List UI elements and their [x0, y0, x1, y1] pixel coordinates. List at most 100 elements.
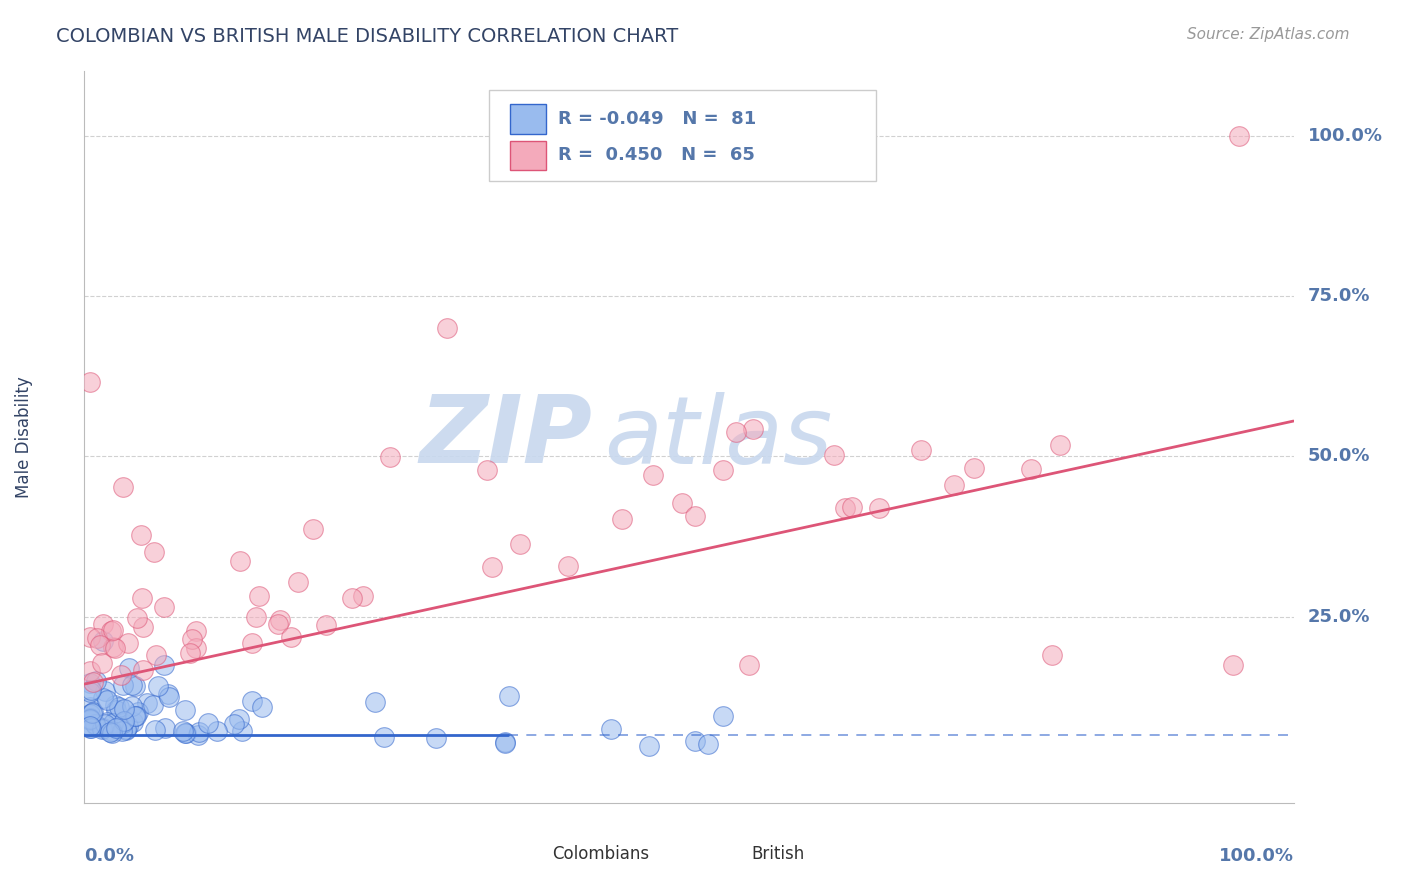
- Text: 0.0%: 0.0%: [84, 847, 135, 864]
- Point: [117, 660, 139, 674]
- Point: [269, 613, 291, 627]
- Point: [124, 679, 146, 693]
- Text: ZIP: ZIP: [419, 391, 592, 483]
- Point: [738, 657, 761, 672]
- Point: [1049, 438, 1071, 452]
- Point: [96, 693, 118, 707]
- Point: [101, 715, 124, 730]
- Point: [112, 677, 135, 691]
- Point: [184, 640, 207, 655]
- Point: [122, 715, 145, 730]
- Point: [910, 443, 932, 458]
- Point: [79, 721, 101, 735]
- Point: [105, 703, 128, 717]
- Text: 75.0%: 75.0%: [1308, 287, 1371, 305]
- Point: [250, 699, 273, 714]
- Point: [89, 639, 111, 653]
- Point: [187, 724, 209, 739]
- Point: [90, 722, 112, 736]
- Point: [79, 713, 101, 727]
- Point: [80, 682, 103, 697]
- Point: [425, 731, 447, 745]
- Point: [143, 723, 166, 737]
- Point: [481, 560, 503, 574]
- Point: [117, 636, 139, 650]
- Point: [240, 694, 263, 708]
- Point: [101, 724, 124, 739]
- Point: [100, 624, 122, 639]
- Point: [174, 725, 197, 739]
- Point: [494, 735, 516, 749]
- Point: [153, 658, 176, 673]
- FancyBboxPatch shape: [489, 90, 876, 181]
- FancyBboxPatch shape: [510, 104, 547, 134]
- Point: [494, 736, 516, 750]
- Point: [187, 728, 209, 742]
- Point: [340, 591, 363, 605]
- Point: [111, 723, 134, 738]
- Point: [685, 734, 707, 748]
- Text: 100.0%: 100.0%: [1308, 127, 1384, 145]
- Point: [79, 676, 101, 690]
- Point: [115, 722, 138, 736]
- Point: [110, 668, 132, 682]
- Point: [84, 718, 107, 732]
- Point: [125, 709, 148, 723]
- Text: R =  0.450   N =  65: R = 0.450 N = 65: [558, 146, 755, 164]
- Point: [79, 685, 101, 699]
- Point: [685, 509, 707, 524]
- Point: [477, 463, 499, 477]
- Point: [94, 717, 117, 731]
- Point: [224, 717, 246, 731]
- Point: [90, 657, 112, 671]
- Point: [697, 737, 720, 751]
- Point: [96, 715, 118, 730]
- Point: [112, 714, 135, 728]
- Point: [557, 558, 579, 573]
- Point: [315, 618, 337, 632]
- Point: [205, 724, 228, 739]
- Point: [868, 501, 890, 516]
- Point: [228, 712, 250, 726]
- Text: 50.0%: 50.0%: [1308, 447, 1371, 466]
- Point: [135, 696, 157, 710]
- Text: atlas: atlas: [605, 392, 832, 483]
- Point: [79, 665, 101, 679]
- Point: [287, 575, 309, 590]
- Point: [153, 722, 176, 736]
- Point: [104, 698, 127, 712]
- Point: [103, 623, 125, 637]
- Point: [436, 321, 458, 335]
- Point: [91, 721, 114, 735]
- Point: [117, 719, 139, 733]
- Point: [146, 679, 169, 693]
- Point: [98, 724, 121, 739]
- Point: [79, 376, 101, 390]
- Point: [711, 709, 734, 723]
- Point: [1040, 648, 1063, 663]
- Point: [104, 641, 127, 656]
- Point: [267, 617, 290, 632]
- Point: [127, 705, 149, 719]
- Point: [1019, 462, 1042, 476]
- Point: [229, 554, 252, 568]
- Point: [153, 599, 176, 614]
- Point: [600, 722, 623, 736]
- Point: [942, 478, 965, 492]
- Point: [280, 631, 302, 645]
- FancyBboxPatch shape: [510, 141, 547, 170]
- Point: [141, 698, 163, 713]
- Point: [498, 690, 520, 704]
- Point: [80, 706, 103, 720]
- Point: [364, 695, 387, 709]
- Point: [101, 640, 124, 655]
- Text: British: British: [752, 845, 806, 863]
- Point: [963, 460, 986, 475]
- Point: [105, 721, 128, 735]
- Point: [121, 698, 143, 713]
- Point: [84, 674, 107, 689]
- Point: [105, 721, 128, 735]
- Point: [231, 724, 253, 739]
- Point: [145, 648, 167, 663]
- Text: 100.0%: 100.0%: [1219, 847, 1294, 864]
